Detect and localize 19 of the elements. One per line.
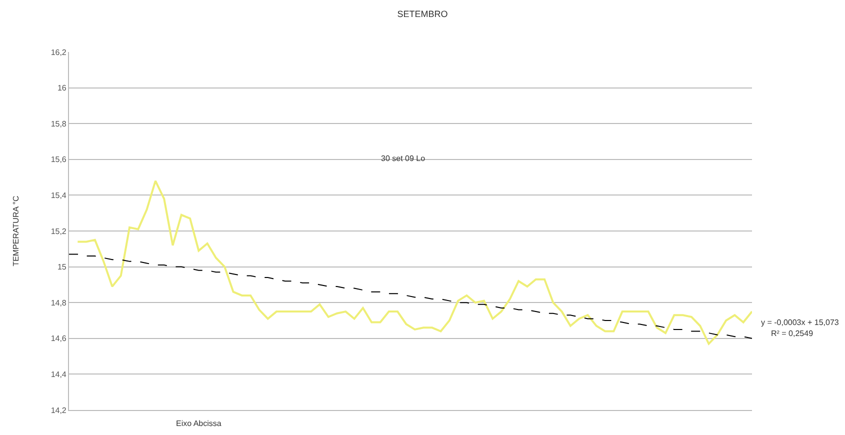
y-tick-label: 14,4 (50, 370, 67, 379)
y-tick-label: 15 (57, 262, 67, 272)
y-tick-label: 16,2 (50, 48, 67, 57)
y-axis-title: TEMPERATURA °C (12, 195, 21, 266)
y-tick-label: 14,8 (50, 298, 67, 308)
y-tick-label: 15,2 (50, 226, 67, 236)
text: Eixo Abcissa (176, 419, 222, 428)
y-tick-label: 16 (57, 84, 67, 93)
y-tick-label: 14,2 (50, 406, 67, 415)
y-tick-label: 15,4 (50, 191, 67, 200)
text: y = -0,0003x + 15,073 (761, 318, 840, 327)
annotation: 30 set 09 Lo (381, 154, 426, 163)
text: R² = 0,2549 (771, 329, 814, 338)
y-tick-label: 15,6 (50, 155, 67, 164)
y-tick-label: 15,8 (50, 119, 67, 128)
y-tick-label: 14,6 (50, 334, 67, 344)
line-series (76, 180, 752, 345)
chart-title: SETEMBRO (397, 9, 448, 20)
line-series (69, 254, 752, 339)
